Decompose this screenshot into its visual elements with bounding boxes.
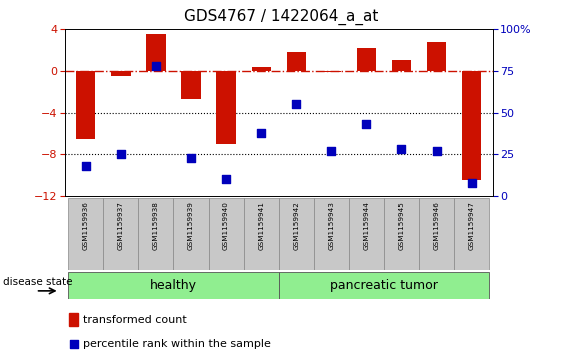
Bar [392, 60, 411, 71]
Point [151, 63, 160, 69]
Bar [454, 198, 489, 270]
Text: GSM1159938: GSM1159938 [153, 201, 159, 250]
Bar [181, 71, 200, 99]
Point [467, 180, 476, 185]
Bar [462, 71, 481, 180]
Text: percentile rank within the sample: percentile rank within the sample [83, 339, 271, 349]
Bar [104, 198, 138, 270]
Text: GSM1159941: GSM1159941 [258, 201, 264, 250]
Point [397, 146, 406, 152]
Bar [244, 198, 279, 270]
Point [432, 148, 441, 154]
Point [257, 130, 266, 135]
Text: GSM1159936: GSM1159936 [83, 201, 89, 250]
Text: disease state: disease state [3, 277, 72, 287]
Point [117, 151, 126, 157]
Text: healthy: healthy [150, 280, 197, 292]
Text: GSM1159937: GSM1159937 [118, 201, 124, 250]
Bar [69, 313, 78, 326]
Bar [287, 52, 306, 71]
Text: GSM1159943: GSM1159943 [328, 201, 334, 250]
Text: GSM1159947: GSM1159947 [468, 201, 475, 250]
Point [81, 163, 90, 169]
Point [356, 222, 365, 228]
Bar [314, 198, 349, 270]
Text: GSM1159939: GSM1159939 [188, 201, 194, 250]
Text: GSM1159940: GSM1159940 [223, 201, 229, 250]
Bar [146, 34, 166, 71]
Bar [208, 198, 244, 270]
Bar [419, 198, 454, 270]
Bar [68, 198, 104, 270]
Text: pancreatic tumor: pancreatic tumor [330, 280, 438, 292]
Bar [111, 71, 131, 76]
Text: GSM1159942: GSM1159942 [293, 201, 299, 250]
Bar [138, 198, 173, 270]
Point [362, 121, 371, 127]
Bar [357, 48, 376, 71]
Bar [216, 71, 236, 144]
Text: GSM1159945: GSM1159945 [399, 201, 404, 250]
Bar [173, 198, 208, 270]
Bar [76, 71, 96, 139]
Text: GDS4767 / 1422064_a_at: GDS4767 / 1422064_a_at [184, 9, 379, 25]
Point [292, 101, 301, 107]
Bar [279, 272, 489, 299]
Point [327, 148, 336, 154]
Text: GSM1159946: GSM1159946 [434, 201, 440, 250]
Bar [427, 41, 446, 71]
Text: GSM1159944: GSM1159944 [363, 201, 369, 250]
Bar [349, 198, 384, 270]
Bar [279, 198, 314, 270]
Bar [321, 71, 341, 72]
Bar [252, 66, 271, 71]
Text: transformed count: transformed count [83, 315, 187, 325]
Point [222, 176, 231, 182]
Bar [68, 272, 279, 299]
Bar [384, 198, 419, 270]
Point [186, 155, 195, 160]
